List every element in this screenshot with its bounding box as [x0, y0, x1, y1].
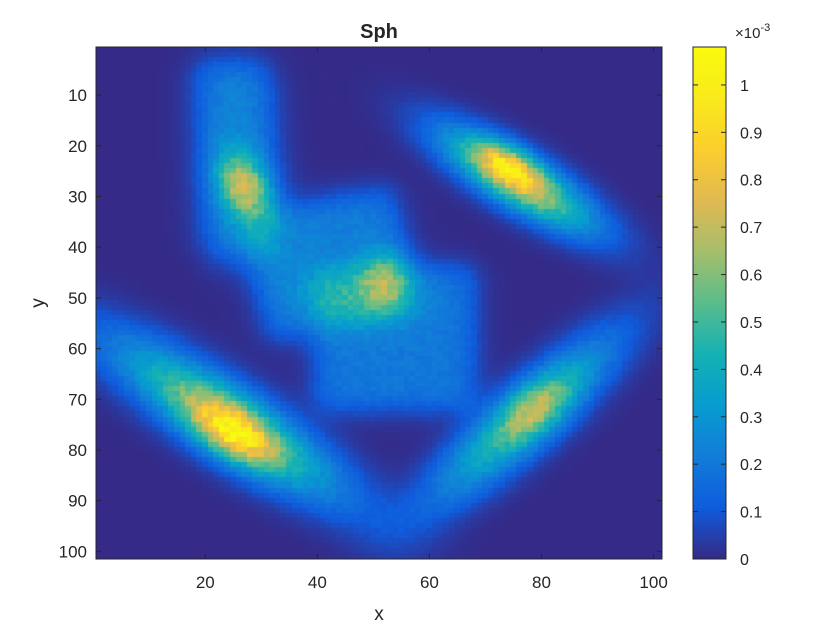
- x-axis-label: x: [374, 604, 384, 625]
- chart-title: Sph: [360, 21, 398, 43]
- y-tick-label: 90: [68, 492, 87, 511]
- colorbar-tick-label: 1: [740, 78, 749, 95]
- y-tick-label: 60: [68, 340, 87, 359]
- colorbar-tick-label: 0.6: [740, 268, 762, 285]
- colorbar-tick-label: 0.9: [740, 125, 762, 142]
- x-tick-label: 20: [196, 573, 215, 592]
- colorbar-multiplier-base: ×10: [735, 25, 760, 42]
- colorbar-tick-label: 0.2: [740, 457, 762, 474]
- y-axis-label: y: [28, 298, 49, 308]
- y-tick-label: 30: [68, 188, 87, 207]
- colorbar-tick-label: 0.8: [740, 173, 762, 190]
- colorbar-tick-label: 0: [740, 552, 749, 569]
- colorbar-tick-label: 0.1: [740, 505, 762, 522]
- colorbar-tick-label: 0.4: [740, 362, 762, 379]
- y-tick-label: 100: [59, 542, 87, 561]
- x-tick-label: 100: [639, 573, 667, 592]
- y-tick-label: 10: [68, 86, 87, 105]
- colorbar-multiplier-exponent: -3: [760, 22, 770, 34]
- colorbar-gradient: [693, 47, 726, 559]
- x-tick-label: 40: [308, 573, 327, 592]
- colorbar-tick-label: 0.3: [740, 410, 762, 427]
- plot-area: 20 40 60 80 100 10 20 30 40 50 60 70 80 90 100: [59, 46, 668, 592]
- y-tick-label: 40: [68, 238, 87, 257]
- colorbar: 0 0.1 0.2 0.3 0.4 0.5 0.6 0.7 0.8 0.9 1 ×10-3: [692, 22, 770, 569]
- plot-frame: [95, 46, 663, 560]
- colorbar-frame: [692, 46, 727, 560]
- x-tick-label: 80: [532, 573, 551, 592]
- x-axis-ticks: 20 40 60 80 100: [196, 47, 668, 592]
- colorbar-tick-label: 0.5: [740, 315, 762, 332]
- x-tick-label: 60: [420, 573, 439, 592]
- y-tick-label: 20: [68, 137, 87, 156]
- colorbar-ticks: 0 0.1 0.2 0.3 0.4 0.5 0.6 0.7 0.8 0.9 1: [693, 78, 762, 569]
- heatmap-image: [96, 47, 662, 559]
- colorbar-multiplier: ×10-3: [735, 22, 770, 42]
- colorbar-tick-label: 0.7: [740, 220, 762, 237]
- y-tick-label: 50: [68, 289, 87, 308]
- y-tick-label: 80: [68, 441, 87, 460]
- y-axis-ticks: 10 20 30 40 50 60 70 80 90 100: [59, 86, 662, 561]
- y-tick-label: 70: [68, 390, 87, 409]
